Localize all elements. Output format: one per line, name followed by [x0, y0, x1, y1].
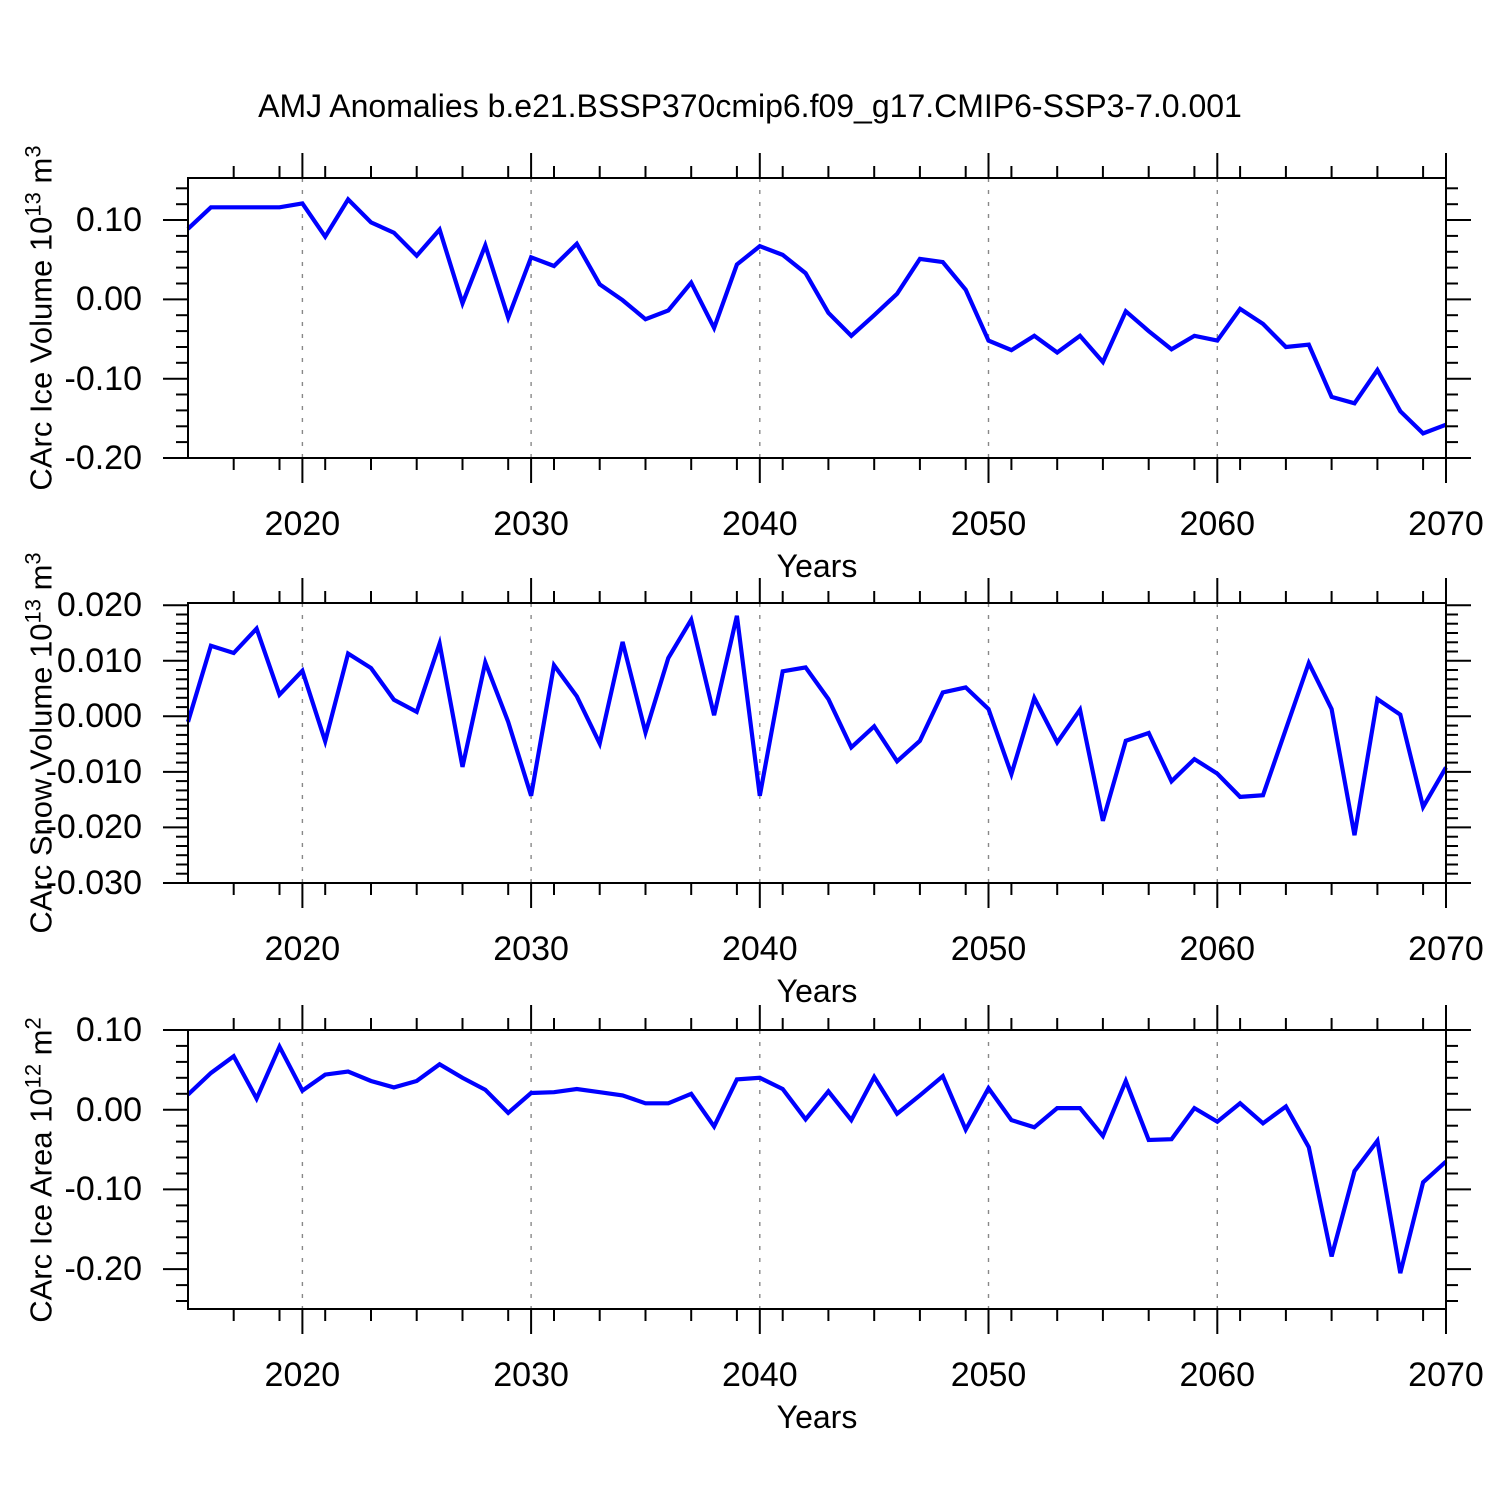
y-axis-title-text: m	[23, 157, 59, 193]
y-tick-label: -0.030	[45, 864, 142, 902]
superscript: 3	[20, 552, 46, 565]
x-tick-label: 2050	[950, 505, 1027, 543]
x-tick-label: 2030	[493, 505, 569, 543]
x-tick-label: 2050	[950, 1356, 1027, 1394]
y-axis-title-text: m	[23, 1028, 59, 1064]
x-axis-title: Years	[776, 1399, 858, 1435]
y-axis-title-text: CArc Snow Volume 10	[23, 623, 59, 934]
y-tick-label: -0.20	[64, 439, 143, 477]
superscript: 13	[20, 192, 46, 217]
superscript: 12	[20, 1063, 46, 1088]
snow-volume-line	[185, 614, 1448, 836]
y-tick-label: -0.10	[64, 359, 143, 398]
x-tick-label: 2070	[1408, 930, 1484, 968]
x-tick-label: 2040	[721, 505, 798, 543]
ice-volume-y-axis-title: CArc Ice Volume 1013 m3	[21, 145, 60, 490]
x-tick-label: 2020	[264, 930, 341, 968]
snow-volume-frame	[187, 602, 1447, 884]
y-tick-label: 0.10	[75, 201, 142, 240]
y-axis-title-text: m	[23, 564, 59, 600]
x-tick-label: 2040	[721, 1356, 798, 1394]
x-tick-label: 2030	[493, 1356, 569, 1394]
y-tick-label: -0.10	[64, 1170, 143, 1209]
y-tick-label: 0.000	[56, 697, 142, 736]
x-tick-label: 2050	[950, 930, 1027, 968]
x-tick-label: 2070	[1408, 1356, 1484, 1394]
ice-volume-frame	[187, 177, 1447, 459]
y-axis-title-text: CArc Ice Volume 10	[23, 216, 59, 491]
x-tick-label: 2020	[264, 1356, 341, 1394]
x-tick-label: 2040	[721, 930, 798, 968]
x-tick-label: 2020	[264, 505, 341, 543]
ice-area-y-axis-title: CArc Ice Area 1012 m2	[21, 1017, 60, 1323]
x-tick-label: 2070	[1408, 505, 1484, 543]
y-tick-label: -0.020	[45, 808, 142, 847]
y-tick-label: 0.00	[75, 280, 142, 319]
superscript: 3	[20, 145, 46, 158]
x-tick-label: 2060	[1179, 505, 1256, 543]
x-tick-label: 2060	[1179, 1356, 1256, 1394]
ice-volume-line	[186, 196, 1447, 436]
superscript: 2	[20, 1016, 46, 1029]
x-axis-title: Years	[776, 973, 858, 1009]
x-tick-label: 2030	[493, 930, 569, 968]
y-tick-label: 0.10	[75, 1011, 142, 1049]
y-axis-title-text: CArc Ice Area 10	[23, 1087, 59, 1323]
y-tick-label: -0.010	[45, 752, 142, 791]
ice-area-frame	[187, 1029, 1447, 1310]
y-tick-label: 0.020	[56, 586, 142, 625]
x-tick-label: 2060	[1179, 930, 1256, 968]
y-tick-label: 0.00	[75, 1090, 142, 1129]
ice-area-line	[186, 1041, 1448, 1274]
superscript: 13	[20, 599, 46, 624]
y-tick-label: -0.20	[64, 1250, 143, 1289]
snow-volume-y-axis-title: CArc Snow Volume 1013 m3	[21, 552, 60, 933]
figure-title: AMJ Anomalies b.e21.BSSP370cmip6.f09_g17…	[258, 88, 1242, 124]
x-axis-title: Years	[776, 548, 858, 584]
y-tick-label: 0.010	[56, 641, 142, 680]
